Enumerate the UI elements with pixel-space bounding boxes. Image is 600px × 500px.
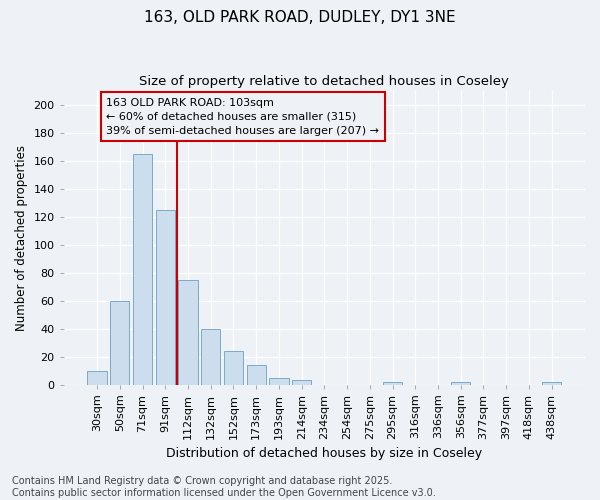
Text: 163 OLD PARK ROAD: 103sqm
← 60% of detached houses are smaller (315)
39% of semi: 163 OLD PARK ROAD: 103sqm ← 60% of detac… — [106, 98, 379, 136]
Y-axis label: Number of detached properties: Number of detached properties — [15, 144, 28, 330]
Bar — [201, 328, 220, 384]
Bar — [110, 300, 130, 384]
Bar — [383, 382, 402, 384]
Bar — [133, 154, 152, 384]
Bar — [269, 378, 289, 384]
Bar — [155, 210, 175, 384]
Bar — [451, 382, 470, 384]
Title: Size of property relative to detached houses in Coseley: Size of property relative to detached ho… — [139, 75, 509, 88]
Bar — [292, 380, 311, 384]
X-axis label: Distribution of detached houses by size in Coseley: Distribution of detached houses by size … — [166, 447, 482, 460]
Bar — [247, 365, 266, 384]
Bar — [224, 351, 243, 384]
Bar — [542, 382, 562, 384]
Text: 163, OLD PARK ROAD, DUDLEY, DY1 3NE: 163, OLD PARK ROAD, DUDLEY, DY1 3NE — [144, 10, 456, 25]
Bar — [88, 370, 107, 384]
Bar — [178, 280, 197, 384]
Text: Contains HM Land Registry data © Crown copyright and database right 2025.
Contai: Contains HM Land Registry data © Crown c… — [12, 476, 436, 498]
